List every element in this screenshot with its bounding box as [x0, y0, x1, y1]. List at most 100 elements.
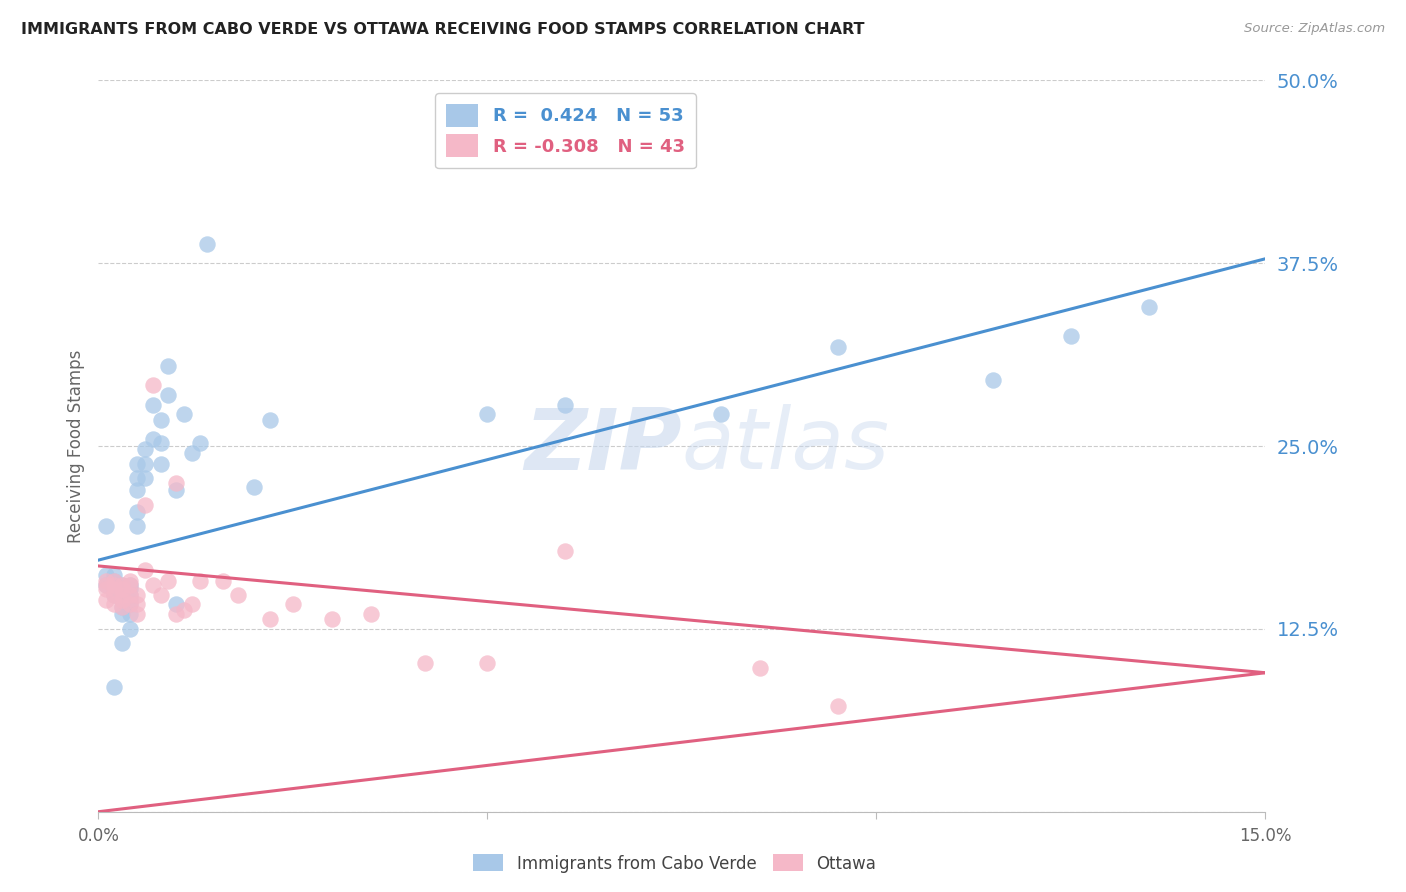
Point	[111, 582, 134, 597]
Point	[118, 588, 141, 602]
Point	[281, 597, 304, 611]
Point	[118, 607, 141, 622]
Point	[134, 563, 156, 577]
Point	[228, 588, 250, 602]
Point	[134, 457, 156, 471]
Point	[118, 597, 141, 611]
Point	[413, 656, 436, 670]
Point	[157, 574, 180, 588]
Point	[554, 398, 576, 412]
Point	[111, 592, 134, 607]
Point	[96, 578, 118, 592]
Point	[103, 582, 125, 597]
Point	[111, 636, 134, 650]
Point	[111, 607, 134, 622]
Point	[118, 578, 141, 592]
Point	[149, 457, 172, 471]
Point	[157, 388, 180, 402]
Text: ZIP: ZIP	[524, 404, 682, 488]
Text: IMMIGRANTS FROM CABO VERDE VS OTTAWA RECEIVING FOOD STAMPS CORRELATION CHART: IMMIGRANTS FROM CABO VERDE VS OTTAWA REC…	[21, 22, 865, 37]
Point	[96, 578, 118, 592]
Point	[188, 436, 211, 450]
Point	[243, 480, 266, 494]
Point	[127, 588, 149, 602]
Point	[259, 412, 281, 426]
Point	[118, 578, 141, 592]
Legend: R =  0.424   N = 53, R = -0.308   N = 43: R = 0.424 N = 53, R = -0.308 N = 43	[434, 93, 696, 169]
Point	[111, 592, 134, 607]
Point	[111, 578, 134, 592]
Point	[142, 398, 165, 412]
Point	[142, 377, 165, 392]
Point	[149, 412, 172, 426]
Point	[748, 661, 770, 675]
Point	[103, 574, 125, 588]
Point	[127, 607, 149, 622]
Point	[165, 607, 187, 622]
Text: atlas: atlas	[682, 404, 890, 488]
Point	[103, 588, 125, 602]
Point	[103, 597, 125, 611]
Point	[111, 599, 134, 614]
Point	[165, 483, 187, 497]
Point	[259, 612, 281, 626]
Point	[1137, 300, 1160, 314]
Point	[127, 505, 149, 519]
Point	[103, 582, 125, 597]
Point	[827, 699, 849, 714]
Point	[127, 519, 149, 533]
Point	[127, 457, 149, 471]
Point	[195, 237, 218, 252]
Point	[134, 442, 156, 456]
Point	[142, 432, 165, 446]
Point	[1060, 329, 1083, 343]
Point	[165, 597, 187, 611]
Point	[111, 578, 134, 592]
Point	[111, 588, 134, 602]
Point	[103, 567, 125, 582]
Point	[118, 622, 141, 636]
Point	[118, 597, 141, 611]
Point	[149, 436, 172, 450]
Text: Source: ZipAtlas.com: Source: ZipAtlas.com	[1244, 22, 1385, 36]
Point	[118, 592, 141, 607]
Point	[188, 574, 211, 588]
Point	[134, 471, 156, 485]
Point	[827, 339, 849, 353]
Point	[134, 498, 156, 512]
Legend: Immigrants from Cabo Verde, Ottawa: Immigrants from Cabo Verde, Ottawa	[467, 847, 883, 880]
Point	[981, 373, 1004, 387]
Point	[142, 578, 165, 592]
Point	[96, 519, 118, 533]
Point	[477, 656, 499, 670]
Point	[173, 603, 195, 617]
Point	[212, 574, 235, 588]
Point	[96, 582, 118, 597]
Point	[103, 574, 125, 588]
Point	[157, 359, 180, 373]
Point	[103, 681, 125, 695]
Point	[149, 588, 172, 602]
Point	[103, 588, 125, 602]
Y-axis label: Receiving Food Stamps: Receiving Food Stamps	[66, 350, 84, 542]
Point	[111, 588, 134, 602]
Point	[127, 471, 149, 485]
Point	[127, 483, 149, 497]
Point	[165, 475, 187, 490]
Point	[118, 574, 141, 588]
Point	[173, 407, 195, 421]
Point	[710, 407, 733, 421]
Point	[103, 578, 125, 592]
Point	[111, 582, 134, 597]
Point	[180, 597, 202, 611]
Point	[321, 612, 343, 626]
Point	[96, 592, 118, 607]
Point	[477, 407, 499, 421]
Point	[111, 599, 134, 614]
Point	[96, 574, 118, 588]
Point	[360, 607, 382, 622]
Point	[180, 446, 202, 460]
Point	[118, 588, 141, 602]
Point	[118, 582, 141, 597]
Point	[103, 578, 125, 592]
